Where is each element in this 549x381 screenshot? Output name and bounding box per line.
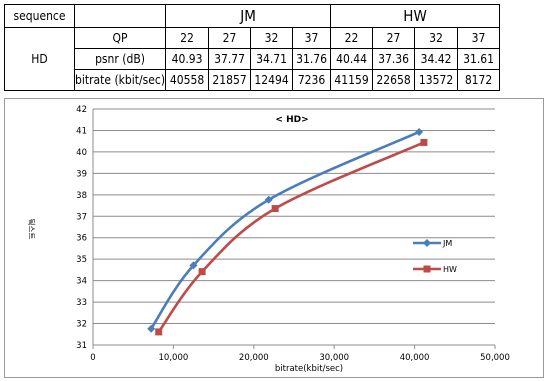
- line-chart: 31 32 33 34 35 36 37 38 39 40 41 42 0 10,000 20,000 30,…: [27, 105, 510, 374]
- table-cell: 37: [292, 27, 332, 49]
- table-cell: 31.76: [292, 48, 332, 70]
- y-tick-label: 36: [76, 234, 87, 244]
- data-point-jm: [189, 261, 198, 270]
- qp-label: QP: [73, 27, 167, 49]
- y-tick-label: 37: [76, 212, 87, 222]
- table-cell: 40558: [165, 69, 210, 91]
- y-tick-label: 31: [76, 341, 87, 351]
- y-tick-label: 40: [76, 148, 87, 158]
- table-cell: 7236: [292, 69, 332, 91]
- table-cell: 22658: [372, 69, 416, 91]
- table-cell: 41159: [330, 69, 374, 91]
- y-tick-label: 38: [76, 191, 87, 201]
- legend-marker-hw: [423, 265, 431, 273]
- table-cell: 37: [457, 27, 501, 49]
- table-cell: 40.44: [330, 48, 374, 70]
- series-line-hw: [157, 141, 425, 333]
- psnr-row: psnr (dB) 40.93 37.77 34.71 31.76 40.44 …: [5, 48, 501, 70]
- chart-area: 31 32 33 34 35 36 37 38 39 40 41 42 0 10,000 20,000 30,…: [4, 98, 544, 378]
- x-tick-label: 50,000: [480, 353, 510, 363]
- x-tick-label: 10,000: [159, 353, 189, 363]
- table-cell: 13572: [414, 69, 459, 91]
- table-cell: 8172: [457, 69, 501, 91]
- table-cell: 37.36: [372, 48, 416, 70]
- sequence-header: sequence: [4, 4, 75, 28]
- x-axis-label: bitrate(kbit/sec): [275, 364, 343, 374]
- qp-row: HD QP 22 27 32 37 22 27 32 37: [4, 27, 501, 91]
- y-tick-label: 39: [76, 169, 87, 179]
- table-cell: 31.61: [457, 48, 501, 70]
- data-point-hw: [271, 205, 279, 213]
- data-point-hw: [155, 328, 163, 336]
- data-point-hw: [420, 138, 428, 146]
- table-cell: 22: [165, 27, 210, 49]
- table-cell: 32: [250, 27, 294, 49]
- x-tick-label: 30,000: [319, 353, 349, 363]
- y-axis-label: 딐스트: [27, 219, 36, 240]
- legend-label-jm: JM: [442, 239, 452, 248]
- table-cell: 40.93: [165, 48, 210, 70]
- y-tick-label: 33: [76, 298, 87, 308]
- x-tick-label: 40,000: [400, 353, 430, 363]
- group-header-hw: HW: [330, 4, 501, 28]
- chart-title: < HD>: [275, 115, 308, 125]
- y-tick-label: 35: [76, 255, 87, 265]
- empty-header-cell: [73, 4, 167, 28]
- legend-label-hw: HW: [443, 265, 457, 274]
- table-cell: 22: [330, 27, 374, 49]
- table-cell: 21857: [208, 69, 252, 91]
- results-table: sequence JM HW HD QP 22 27 32 37 22 27 3…: [4, 4, 501, 91]
- table-cell: 27: [208, 27, 252, 49]
- group-header-jm: JM: [165, 4, 332, 28]
- table-cell: 37.77: [208, 48, 252, 70]
- table-cell: 32: [414, 27, 459, 49]
- table-cell: 27: [372, 27, 416, 49]
- y-tick-label: 41: [76, 126, 87, 136]
- y-tick-label: 32: [76, 320, 87, 330]
- bitrate-label: bitrate (kbit/sec): [73, 69, 167, 91]
- bitrate-row: bitrate (kbit/sec) 40558 21857 12494 723…: [5, 69, 501, 91]
- psnr-label: psnr (dB): [73, 48, 167, 70]
- table-header-row: sequence JM HW: [4, 4, 501, 28]
- data-point-jm: [415, 127, 424, 136]
- table-cell: 34.42: [414, 48, 459, 70]
- data-point-jm: [147, 324, 156, 333]
- table-cell: 12494: [250, 69, 294, 91]
- series-line-jm: [150, 130, 420, 330]
- x-tick-label: 20,000: [239, 353, 269, 363]
- data-point-jm: [264, 195, 273, 204]
- legend-marker-jm: [423, 239, 431, 247]
- y-tick-label: 34: [76, 277, 87, 287]
- table-cell: 34.71: [250, 48, 294, 70]
- row-label-hd: HD: [4, 27, 75, 91]
- y-tick-label: 42: [76, 105, 87, 115]
- data-point-hw: [198, 268, 206, 276]
- x-tick-label: 0: [90, 353, 95, 363]
